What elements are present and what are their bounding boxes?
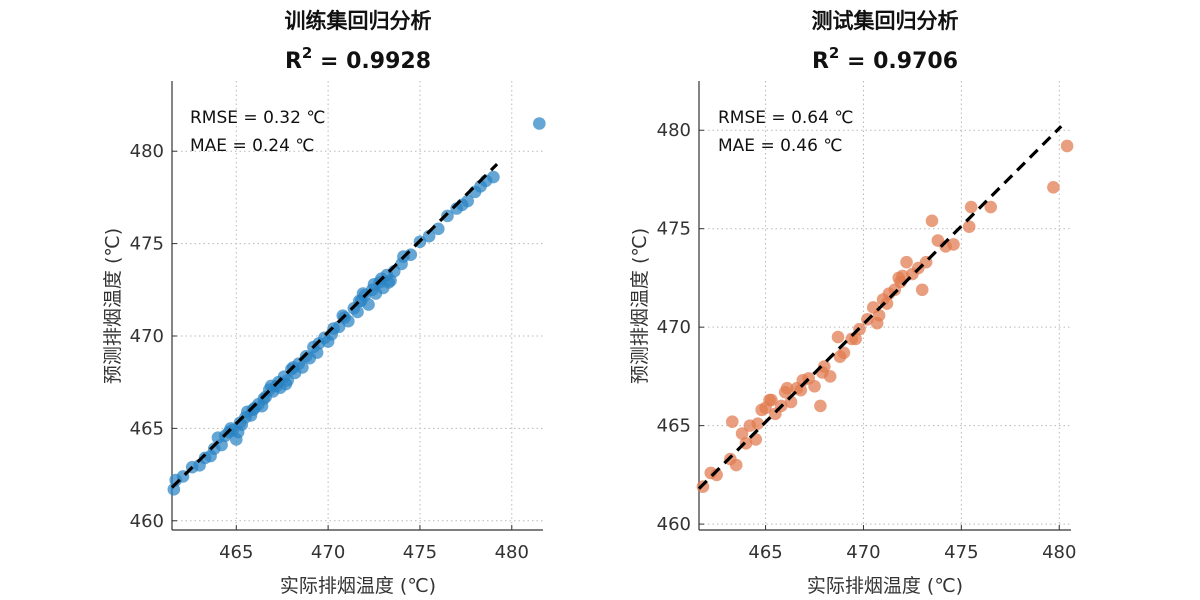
x-tick-label: 465 (748, 542, 782, 563)
scatter-point (264, 379, 278, 393)
scatter-point (870, 316, 884, 330)
tick-labels: 465 470 475 480 460 465 470 475 480 (130, 141, 529, 563)
scatter-point (725, 415, 739, 428)
y-tick-label: 465 (130, 418, 164, 439)
x-tick-label: 480 (1042, 542, 1076, 563)
y-tick-label: 460 (657, 514, 691, 535)
x-tick-label: 470 (846, 542, 880, 563)
grid-lines (699, 81, 1071, 530)
chart-title: 训练集回归分析 (285, 9, 432, 33)
scatter-point (487, 170, 500, 184)
grid-lines (172, 81, 543, 530)
r-squared-symbol: R (285, 49, 302, 74)
scatter-point (729, 458, 743, 472)
x-axis-label: 实际排烟温度 (℃) (280, 575, 436, 597)
scatter-point (831, 330, 845, 344)
scatter-point (900, 255, 913, 269)
scatter-point (432, 222, 445, 236)
scatter-point (351, 305, 364, 319)
y-tick-label: 465 (657, 416, 691, 437)
scatter-point (925, 214, 939, 228)
scatter-point (231, 425, 245, 439)
test-regression-panel: 测试集回归分析 R2 = 0.9706 465 470 475 480 460 465 47… (629, 9, 1076, 597)
scatter-point (296, 361, 309, 374)
scatter-point (422, 229, 436, 243)
scatter-point (735, 427, 749, 440)
scatter-point (892, 271, 906, 285)
scatter-point (765, 393, 778, 407)
fit-line-group (697, 125, 1063, 490)
y-axis-label: 预测排烟温度 (℃) (629, 228, 651, 384)
r-squared-title: R2 = 0.9706 (812, 44, 958, 74)
x-tick-label: 465 (219, 542, 253, 563)
r-squared-symbol: R (812, 49, 829, 74)
y-tick-label: 470 (657, 317, 691, 338)
scatter-point (356, 287, 370, 300)
fit-line-group (170, 163, 499, 489)
y-tick-label: 460 (130, 511, 164, 532)
scatter-point (947, 238, 960, 251)
x-tick-label: 475 (944, 542, 978, 563)
scatter-point (710, 468, 723, 482)
y-tick-label: 480 (130, 141, 164, 162)
r-squared-value: = 0.9706 (839, 49, 958, 74)
rmse-annotation: RMSE = 0.32 ℃ (190, 108, 325, 128)
scatter-point (833, 350, 847, 364)
scatter-point (1060, 139, 1074, 153)
scatter-point (257, 392, 271, 406)
scatter-point (533, 117, 546, 130)
axes (698, 81, 1071, 531)
scatter-point (880, 297, 894, 310)
scatter-point (794, 383, 808, 397)
r-squared-title: R2 = 0.9928 (285, 44, 431, 74)
scatter-point (461, 194, 474, 208)
y-tick-label: 475 (130, 234, 164, 255)
scatter-point (751, 417, 765, 430)
rmse-annotation: RMSE = 0.64 ℃ (718, 108, 853, 128)
scatter-point (246, 403, 260, 417)
scatter-point (441, 209, 454, 223)
scatter-point (964, 200, 978, 214)
fit-line (170, 163, 499, 489)
scatter-point (310, 346, 324, 359)
axes (171, 81, 543, 531)
mae-annotation: MAE = 0.46 ℃ (718, 136, 842, 156)
scatter-point (814, 399, 827, 413)
r-squared-superscript: 2 (302, 44, 312, 62)
scatter-point (780, 381, 794, 395)
r-squared-superscript: 2 (829, 44, 839, 62)
chart-title: 测试集回归分析 (812, 9, 959, 33)
r-squared-value: = 0.9928 (312, 49, 431, 74)
mae-annotation: MAE = 0.24 ℃ (190, 136, 314, 156)
scatter-point (962, 220, 976, 234)
y-axis-label: 预测排烟温度 (℃) (102, 228, 124, 384)
scatter-point (808, 379, 821, 393)
fit-line (697, 125, 1063, 490)
scatter-point (279, 377, 293, 391)
x-axis-label: 实际排烟温度 (℃) (807, 575, 963, 597)
train-regression-panel: 训练集回归分析 R2 = 0.9928 465 470 475 480 460 465 47… (102, 9, 546, 597)
scatter-point (915, 283, 929, 297)
scatter-point (1047, 181, 1060, 194)
tick-labels: 465 470 475 480 460 465 470 475 480 (657, 120, 1077, 563)
scatter-points (167, 117, 546, 496)
scatter-point (984, 200, 998, 214)
y-tick-label: 475 (657, 219, 691, 240)
x-tick-label: 475 (403, 542, 437, 563)
x-tick-label: 470 (311, 542, 345, 563)
y-tick-label: 480 (657, 120, 691, 141)
y-tick-label: 470 (130, 326, 164, 347)
x-tick-label: 480 (495, 542, 529, 563)
scatter-points (696, 139, 1074, 493)
